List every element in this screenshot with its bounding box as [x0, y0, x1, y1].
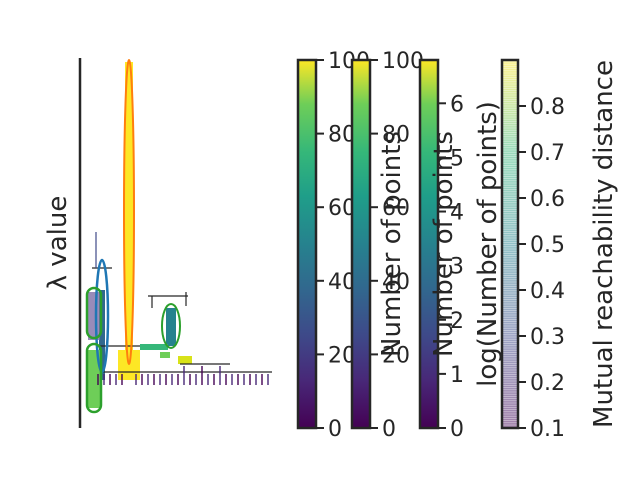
colorbar-tick-label: 6 — [450, 92, 464, 117]
selected-cluster-ellipse — [161, 303, 181, 349]
dendrogram-branch — [99, 290, 105, 380]
colorbar-label: Number of points — [429, 131, 459, 357]
colorbar-tick-label: 0 — [328, 417, 342, 442]
colorbar-tick-label: 0.5 — [530, 233, 565, 258]
dendrogram-leaves — [97, 366, 269, 385]
colorbar-tick-label: 1 — [450, 363, 464, 388]
colorbar-tick-label: 0.4 — [530, 279, 565, 304]
colorbar-tick-label: 80 — [382, 123, 410, 148]
selected-cluster-ellipse — [85, 286, 103, 340]
colorbar-tick-label: 0.3 — [530, 325, 565, 350]
selected-cluster-ellipse — [123, 59, 135, 365]
colorbar-tick-label: 3 — [450, 255, 464, 280]
dendrogram-branch — [88, 292, 100, 340]
dendrogram-branch — [160, 352, 170, 358]
colorbar-fill — [298, 60, 316, 428]
dendrogram-branch — [166, 308, 176, 346]
colorbar-fill — [420, 60, 438, 428]
dendrogram-branch — [178, 356, 192, 364]
colorbar-tick-label: 5 — [450, 146, 464, 171]
colorbar-label: log(Number of points) — [473, 101, 503, 387]
colorbar-tick-label: 0.2 — [530, 371, 565, 396]
colorbar-tick-label: 40 — [382, 270, 410, 295]
colorbar-fill — [502, 60, 518, 428]
dendrogram-branch — [88, 350, 100, 408]
dendrogram-branches — [88, 62, 272, 408]
colorbar-3: 0 1 2 3 4 5 6 Number of points log(Number of poi… — [418, 58, 503, 442]
colorbar-tick-label: 0 — [382, 417, 396, 442]
colorbar-tick-label: 60 — [382, 196, 410, 221]
selected-cluster-ellipse — [85, 342, 103, 414]
dendrogram-panel: λ value — [43, 58, 272, 428]
colorbar-tick-label: 4 — [450, 201, 464, 226]
dendrogram-branch — [125, 62, 133, 380]
colorbar-label: Mutual reachability distance — [589, 60, 619, 428]
colorbar-label: Number of points — [377, 131, 407, 357]
colorbar-tick-label: 0.1 — [530, 417, 565, 442]
colorbar-fill — [352, 60, 370, 428]
dendrogram-y-axis-title: λ value — [43, 196, 73, 291]
colorbar-tick-label: 0.6 — [530, 187, 565, 212]
colorbar-frame — [350, 58, 372, 430]
dendrogram-branch — [140, 344, 168, 350]
colorbar-tick-label: 2 — [450, 309, 464, 334]
colorbar-frame — [296, 58, 318, 430]
colorbar-2: 0 20 40 60 80 100 Number of points — [350, 49, 424, 442]
colorbar-frame — [418, 58, 440, 430]
colorbar-tick-label: 0 — [450, 417, 464, 442]
colorbar-4: 0.1 0.2 0.3 0.4 0.5 0.6 0.7 0.8 Mutual reachabil… — [500, 58, 619, 442]
colorbar-tick-label: 100 — [382, 49, 424, 74]
colorbar-tick-label: 0.7 — [530, 141, 565, 166]
colorbar-tick-label: 0.8 — [530, 95, 565, 120]
colorbar-tick-label: 20 — [382, 343, 410, 368]
